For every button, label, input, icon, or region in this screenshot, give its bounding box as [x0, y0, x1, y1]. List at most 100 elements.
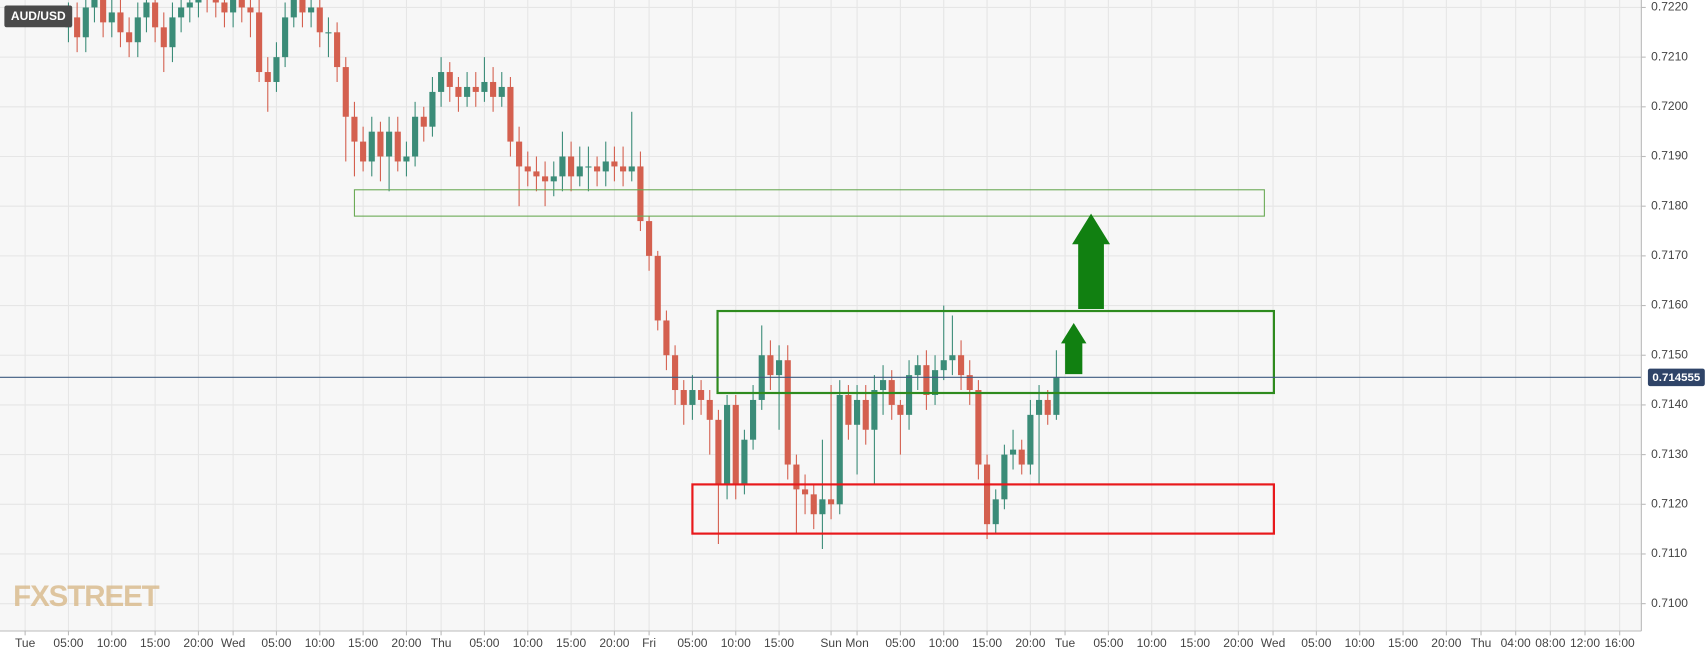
candle-body	[654, 255, 661, 321]
x-tick-label: 12:00	[1570, 636, 1600, 650]
x-tick-label: 16:00	[1605, 636, 1635, 650]
candle-body	[178, 7, 185, 18]
candle-body	[533, 171, 540, 177]
last-price-badge	[1647, 368, 1705, 387]
candle-body	[325, 32, 332, 34]
candle-body	[923, 365, 930, 395]
last-price-label: 0.714555	[1652, 372, 1701, 384]
candle-body	[706, 399, 713, 420]
candle-body	[585, 166, 592, 168]
candle-body	[957, 355, 965, 376]
y-tick-label: 0.7210	[1651, 49, 1688, 63]
candle-body	[134, 17, 141, 43]
candle-body	[481, 81, 488, 92]
candle-body	[394, 131, 401, 162]
candle-body	[949, 355, 956, 361]
x-tick-label: Fri	[642, 636, 656, 650]
candle-body	[403, 156, 410, 162]
axes: 0.7100 0.7110 0.7120 0.7130 0.7140 0.7150 0.71…	[15, 0, 1688, 650]
candle-body	[940, 360, 947, 371]
candle-body	[750, 399, 757, 440]
candle-body	[117, 12, 124, 33]
x-tick-label: 05:00	[1093, 636, 1123, 650]
x-tick-label: 04:00	[1501, 636, 1531, 650]
x-tick-label: Wed	[1261, 636, 1286, 650]
candle-body	[992, 499, 999, 525]
x-tick-label: 15:00	[764, 636, 794, 650]
candle-body	[490, 81, 497, 97]
arrow	[1061, 322, 1087, 375]
x-tick-label: 15:00	[1388, 636, 1418, 650]
x-tick-label: Thu	[431, 636, 452, 650]
y-tick-label: 0.7190	[1651, 149, 1688, 163]
candle-body	[377, 131, 384, 157]
candle-body	[1018, 449, 1025, 465]
candle-body	[472, 86, 479, 92]
candle-body	[160, 27, 167, 48]
x-tick-label: 05:00	[885, 636, 915, 650]
symbol-badge	[4, 5, 73, 28]
candle-body	[74, 17, 81, 38]
candle-body	[342, 67, 349, 117]
candle-body	[793, 464, 800, 490]
candle-body	[836, 394, 843, 505]
candle-body	[767, 355, 774, 376]
candle-body	[308, 7, 315, 13]
candle-body	[1035, 399, 1043, 415]
candle-body	[386, 131, 393, 157]
candle-body	[516, 141, 523, 167]
y-tick-label: 0.7200	[1651, 99, 1688, 113]
candle-body	[169, 17, 176, 48]
y-tick-label: 0.7220	[1651, 0, 1688, 14]
x-tick-label: 10:00	[721, 636, 751, 650]
x-tick-label: 15:00	[556, 636, 586, 650]
x-tick-label: 10:00	[929, 636, 959, 650]
candle-body	[143, 2, 150, 18]
x-tick-label: 10:00	[513, 636, 543, 650]
candle-body	[715, 419, 722, 485]
candle-body	[455, 86, 462, 97]
candle-body	[212, 0, 219, 3]
candle-body	[680, 390, 687, 405]
y-tick-label: 0.7150	[1651, 347, 1688, 361]
candle-body	[507, 86, 514, 142]
candle-body	[351, 116, 358, 142]
candle-body	[1044, 399, 1051, 415]
candle-body	[247, 7, 254, 13]
candle-body	[663, 320, 670, 356]
x-tick-label: Sun	[820, 636, 841, 650]
candle-body	[620, 166, 627, 172]
x-tick-label: 10:00	[1137, 636, 1167, 650]
candle-body	[464, 86, 471, 97]
candle-body	[550, 176, 557, 182]
candle-body	[932, 370, 939, 395]
y-tick-label: 0.7130	[1651, 447, 1688, 461]
x-tick-label: Tue	[15, 636, 36, 650]
candle-body	[784, 360, 791, 465]
candle-body	[429, 91, 436, 127]
candle-body	[819, 499, 826, 515]
candle-body	[880, 380, 887, 391]
candle-body	[1009, 449, 1017, 455]
candle-body	[282, 17, 289, 58]
candle-body	[966, 375, 973, 391]
candle-body	[983, 464, 991, 525]
candle-body	[238, 0, 245, 8]
candle-body	[412, 116, 419, 157]
candle-body	[152, 2, 159, 28]
x-tick-label: Mon	[845, 636, 868, 650]
watermark: FXSTREET	[13, 580, 160, 613]
plot-background	[0, 0, 1641, 631]
candle-body	[195, 0, 202, 3]
x-tick-label: 20:00	[599, 636, 629, 650]
x-tick-label: 10:00	[1345, 636, 1375, 650]
x-tick-label: 10:00	[97, 636, 127, 650]
candle-body	[897, 404, 904, 415]
candle-body	[256, 12, 263, 73]
x-tick-label: Tue	[1055, 636, 1076, 650]
x-tick-label: 20:00	[1015, 636, 1045, 650]
candle-body	[724, 404, 731, 485]
y-tick-label: 0.7160	[1651, 298, 1688, 312]
y-tick-label: 0.7100	[1651, 596, 1688, 610]
